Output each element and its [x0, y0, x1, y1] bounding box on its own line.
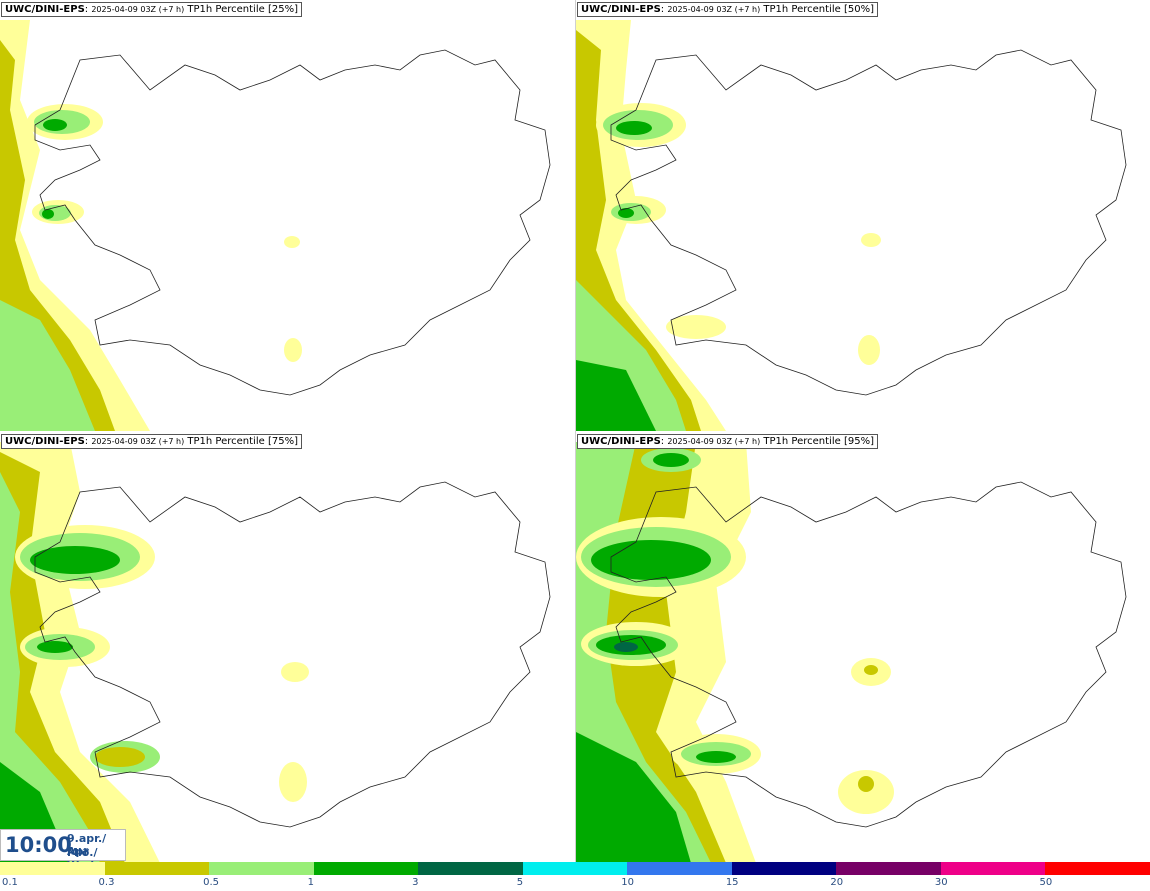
legend-label: 3 [412, 877, 419, 888]
legend-swatch [627, 862, 732, 875]
legend-label: 20 [830, 877, 844, 888]
legend-swatch [836, 862, 941, 875]
valid-time-box: 10:00 9.apr./ Apr Mið./ Wed [0, 829, 126, 872]
panel-title: UWC/DINI-EPS: 2025-04-09 03Z (+7 h) TP1h… [1, 434, 302, 449]
legend-color-bar [0, 862, 1150, 875]
legend-label: 0.5 [203, 877, 219, 888]
legend-swatch [209, 862, 314, 875]
valid-time: 10:00 [5, 833, 72, 857]
legend-swatch [1045, 862, 1150, 875]
panel-divider [575, 0, 576, 862]
panel-title: UWC/DINI-EPS: 2025-04-09 03Z (+7 h) TP1h… [577, 2, 878, 17]
legend-swatch [0, 862, 105, 875]
precip-map-p25 [0, 20, 551, 431]
legend-label: 10 [621, 877, 634, 888]
color-legend: 0.1 0.3 0.5 1 3 5 10 15 20 30 50 [0, 862, 1150, 891]
precip-map-p50 [576, 20, 1127, 431]
legend-swatch [522, 862, 628, 875]
legend-label: 5 [516, 877, 524, 888]
legend-label: 0.3 [98, 877, 115, 888]
map-panel-p25: UWC/DINI-EPS: 2025-04-09 03Z (+7 h) TP1h… [0, 0, 574, 431]
legend-label: 0.1 [2, 877, 18, 888]
legend-swatch [313, 862, 419, 875]
legend-swatch [104, 862, 210, 875]
legend-swatch [731, 862, 837, 875]
panel-title: UWC/DINI-EPS: 2025-04-09 03Z (+7 h) TP1h… [1, 2, 302, 17]
precip-map-p75 [0, 442, 551, 863]
legend-label: 1 [307, 877, 314, 888]
map-panel-p95: UWC/DINI-EPS: 2025-04-09 03Z (+7 h) TP1h… [576, 432, 1150, 863]
legend-label: 30 [934, 877, 948, 888]
legend-swatch [418, 862, 523, 875]
precip-map-p95 [576, 442, 1127, 863]
map-panel-p75: UWC/DINI-EPS: 2025-04-09 03Z (+7 h) TP1h… [0, 432, 574, 863]
map-panel-p50: UWC/DINI-EPS: 2025-04-09 03Z (+7 h) TP1h… [576, 0, 1150, 431]
panel-title: UWC/DINI-EPS: 2025-04-09 03Z (+7 h) TP1h… [577, 434, 878, 449]
legend-swatch [940, 862, 1046, 875]
legend-label: 15 [725, 877, 739, 888]
legend-label: 50 [1039, 877, 1053, 888]
valid-date-line1: 9.apr./ Apr [67, 832, 107, 858]
